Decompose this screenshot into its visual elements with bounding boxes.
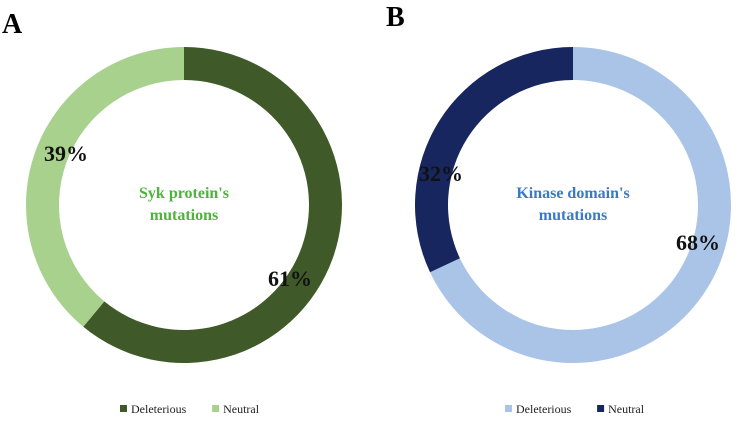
legend-swatch-neutral bbox=[597, 405, 605, 412]
legend-label-neutral: Neutral bbox=[223, 402, 260, 416]
legend-swatch-deleterious bbox=[120, 405, 127, 412]
legend-swatch-deleterious bbox=[505, 405, 512, 412]
center-label-line: mutations bbox=[150, 207, 218, 224]
center-label-line: Syk protein's bbox=[139, 185, 229, 202]
slice-neutral bbox=[415, 47, 573, 273]
data-label-neutral: 39% bbox=[44, 141, 88, 166]
center-label-line: Kinase domain's bbox=[516, 185, 629, 202]
panel-letter-b: B bbox=[386, 2, 405, 33]
legend-label-neutral: Neutral bbox=[608, 402, 645, 416]
legend-label-deleterious: Deleterious bbox=[516, 402, 572, 416]
slice-neutral bbox=[26, 47, 185, 327]
donut-chart-b: 68% 32% Kinase domain's mutations Deleteriou… bbox=[415, 47, 732, 416]
panel-letter-a: A bbox=[2, 9, 23, 40]
donut-chart-a: 61% 39% Syk protein's mutations Deleterious N… bbox=[26, 47, 343, 416]
center-label-line: mutations bbox=[539, 207, 607, 224]
legend-swatch-neutral bbox=[212, 405, 220, 412]
data-label-deleterious: 68% bbox=[676, 230, 720, 255]
data-label-neutral: 32% bbox=[419, 161, 463, 186]
legend-label-deleterious: Deleterious bbox=[131, 402, 187, 416]
data-label-deleterious: 61% bbox=[268, 266, 312, 291]
slice-deleterious bbox=[83, 47, 343, 363]
